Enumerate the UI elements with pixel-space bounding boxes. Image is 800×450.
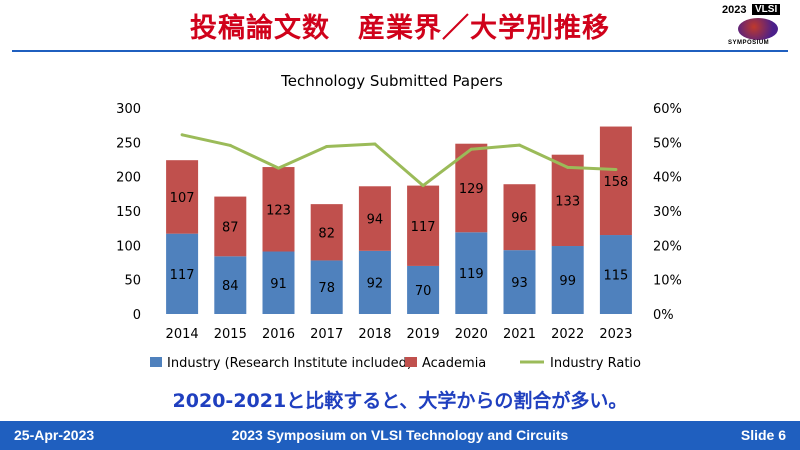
slide-title: 投稿論文数 産業界／大学別推移 <box>190 13 610 44</box>
bar-value-label: 117 <box>170 268 195 283</box>
industry-ratio-point <box>180 133 184 137</box>
bar-labels: 117 107 84 87 91 123 78 82 92 94 70 117 119 129 93 96 99… <box>170 175 629 299</box>
legend-label: Industry Ratio <box>550 356 641 371</box>
left-tick-label: 50 <box>124 274 141 289</box>
title-divider <box>12 50 788 52</box>
x-tick-label: 2014 <box>166 327 199 342</box>
x-tick-label: 2018 <box>358 327 391 342</box>
bar-industry <box>407 265 440 314</box>
legend-swatch <box>150 357 162 367</box>
industry-ratio-point <box>614 167 618 171</box>
right-tick-label: 30% <box>653 205 682 220</box>
x-tick-label: 2017 <box>310 327 343 342</box>
x-tick-label: 2023 <box>599 327 632 342</box>
bar-value-label: 87 <box>222 220 239 235</box>
left-tick-label: 200 <box>116 171 141 186</box>
bar-value-label: 84 <box>222 279 239 294</box>
industry-ratio-point <box>373 142 377 146</box>
left-tick-label: 300 <box>116 102 141 117</box>
footer-date: 25-Apr-2023 <box>14 427 95 443</box>
legend-swatch <box>405 357 417 367</box>
industry-ratio-point <box>518 143 521 147</box>
legend-label: Academia <box>422 356 486 371</box>
bar-value-label: 82 <box>318 226 335 241</box>
right-tick-label: 0% <box>653 308 674 323</box>
bar-value-label: 99 <box>559 274 576 289</box>
bar-industry <box>599 235 632 314</box>
industry-ratio-point <box>228 143 232 147</box>
x-tick-label: 2019 <box>407 327 440 342</box>
bar-value-label: 129 <box>459 182 484 197</box>
x-tick-label: 2016 <box>262 327 295 342</box>
bar-value-label: 117 <box>411 220 436 235</box>
logo-year: 2023 <box>722 4 747 16</box>
bar-value-label: 96 <box>511 211 528 226</box>
industry-ratio-point <box>469 147 473 151</box>
bar-industry <box>214 256 247 314</box>
industry-ratio-point <box>277 166 280 170</box>
bar-value-label: 115 <box>603 269 628 284</box>
industry-ratio-point <box>566 165 570 169</box>
bar-industry <box>358 250 391 314</box>
right-tick-label: 60% <box>653 102 682 117</box>
left-tick-label: 250 <box>116 136 141 151</box>
logo-subtext: SYMPOSIUM <box>728 40 770 46</box>
bar-industry <box>310 260 343 314</box>
chart-title: Technology Submitted Papers <box>280 72 503 90</box>
ratio-line <box>180 133 618 188</box>
industry-ratio-line <box>181 133 616 188</box>
bar-value-label: 93 <box>511 276 528 291</box>
bar-academia <box>166 160 199 234</box>
bar-value-label: 107 <box>170 191 195 206</box>
bar-academia <box>503 184 536 251</box>
bar-academia <box>599 126 632 236</box>
highlight-text: 2020-2021と比較すると、大学からの割合が多い。 <box>172 390 628 412</box>
left-axis: 0 50 100 150 200 250 300 <box>116 102 141 323</box>
footer-slide-number: Slide 6 <box>740 427 786 443</box>
bar-academia <box>214 196 247 257</box>
bar-industry <box>551 246 584 314</box>
vlsi-symposium-logo: 2023 VLSI SYMPOSIUM <box>722 4 794 48</box>
left-tick-label: 100 <box>116 239 141 254</box>
legend: Industry (Research Institute included) Ac… <box>150 356 641 371</box>
industry-ratio-point <box>325 144 329 148</box>
bar-value-label: 70 <box>415 284 432 299</box>
bar-value-label: 133 <box>555 194 580 209</box>
x-tick-label: 2015 <box>214 327 247 342</box>
bar-academia <box>551 154 584 247</box>
footer-bar: 25-Apr-2023 2023 Symposium on VLSI Techn… <box>0 421 800 450</box>
footer-conference: 2023 Symposium on VLSI Technology and Ci… <box>231 427 569 443</box>
bar-industry <box>166 233 199 314</box>
bar-value-label: 119 <box>459 267 484 282</box>
x-tick-label: 2021 <box>503 327 536 342</box>
bar-value-label: 158 <box>603 175 628 190</box>
right-tick-label: 20% <box>653 239 682 254</box>
legend-label: Industry (Research Institute included) <box>167 356 412 371</box>
x-tick-label: 2020 <box>455 327 488 342</box>
bar-industry <box>455 232 488 314</box>
bar-value-label: 92 <box>367 276 384 291</box>
right-tick-label: 10% <box>653 274 682 289</box>
bar-academia <box>262 167 295 252</box>
industry-ratio-point <box>421 184 425 188</box>
globe-icon <box>738 18 778 40</box>
left-tick-label: 0 <box>133 308 141 323</box>
bar-industry <box>262 251 295 314</box>
right-axis: 0% 10% 20% 30% 40% 50% 60% <box>653 102 682 323</box>
bar-value-label: 78 <box>318 281 335 296</box>
right-tick-label: 40% <box>653 171 682 186</box>
left-tick-label: 150 <box>116 205 141 220</box>
bar-academia <box>407 185 440 266</box>
bar-industry <box>503 250 536 314</box>
x-tick-label: 2022 <box>551 327 584 342</box>
bar-academia <box>358 186 391 251</box>
bar-value-label: 94 <box>367 213 384 228</box>
right-tick-label: 50% <box>653 136 682 151</box>
x-axis: 2014 2015 2016 2017 2018 2019 2020 2021 2022 2023 <box>166 327 633 342</box>
logo-vlsi-text: VLSI <box>752 4 781 15</box>
bar-value-label: 123 <box>266 203 291 218</box>
bar-value-label: 91 <box>270 277 287 292</box>
bar-academia <box>310 204 343 261</box>
